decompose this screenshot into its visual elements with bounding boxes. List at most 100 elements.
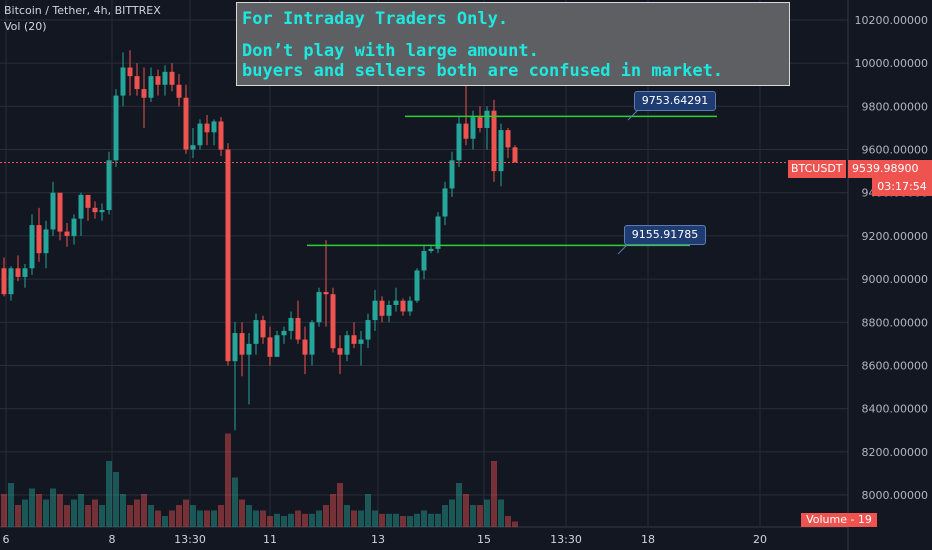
candle-body bbox=[8, 268, 14, 295]
price-tick-label: 8400.00000 bbox=[862, 403, 928, 416]
volume-bar bbox=[134, 499, 140, 527]
candle-body bbox=[358, 339, 364, 344]
volume-bar bbox=[15, 505, 21, 527]
volume-indicator-label: Vol (20) bbox=[4, 20, 47, 33]
volume-bar bbox=[169, 510, 175, 527]
note-line-3: buyers and sellers both are confused in … bbox=[242, 61, 724, 81]
text-note-box[interactable]: For Intraday Traders Only. Don’t play wi… bbox=[236, 2, 790, 86]
time-tick-label: 13:30 bbox=[174, 533, 206, 546]
volume-bar bbox=[435, 513, 441, 527]
volume-bar bbox=[358, 510, 364, 527]
candle-body bbox=[71, 218, 77, 236]
volume-bar bbox=[155, 510, 161, 527]
candle-body bbox=[176, 84, 182, 98]
candle-body bbox=[225, 149, 231, 362]
volume-bar bbox=[267, 516, 273, 527]
candle-body bbox=[302, 339, 308, 355]
volume-bar bbox=[246, 505, 252, 527]
volume-bar bbox=[239, 499, 245, 527]
candle-body bbox=[246, 343, 252, 355]
candle-body bbox=[155, 76, 161, 85]
candle-body bbox=[498, 130, 504, 172]
volume-bar bbox=[379, 513, 385, 527]
candle-body bbox=[43, 229, 49, 254]
candle-body bbox=[428, 248, 434, 252]
candle-body bbox=[204, 123, 210, 133]
candle-body bbox=[288, 317, 294, 331]
candle-body bbox=[400, 300, 406, 312]
volume-bar bbox=[295, 510, 301, 527]
candle-body bbox=[183, 97, 189, 150]
candle-body bbox=[316, 292, 322, 323]
candle-body bbox=[365, 320, 371, 340]
volume-bar bbox=[400, 516, 406, 527]
candle-body bbox=[477, 117, 483, 128]
candle-body bbox=[323, 292, 329, 295]
volume-bar bbox=[183, 499, 189, 527]
candle-body bbox=[330, 294, 336, 349]
last-price-badge: 9539.98900 bbox=[848, 160, 932, 178]
volume-bar bbox=[442, 505, 448, 527]
candle-body bbox=[106, 160, 112, 210]
candle-body bbox=[1, 268, 7, 295]
volume-bar bbox=[351, 510, 357, 527]
candle-body bbox=[449, 160, 455, 189]
candle-body bbox=[218, 121, 224, 150]
candle-body bbox=[414, 270, 420, 301]
price-tick-label: 10200.00000 bbox=[855, 14, 928, 27]
volume-bar bbox=[197, 510, 203, 527]
symbol-price-tag: BTCUSDT bbox=[788, 160, 846, 178]
candle-body bbox=[344, 335, 350, 355]
candle-body bbox=[372, 300, 378, 321]
candle-body bbox=[190, 145, 196, 150]
volume-bar bbox=[36, 494, 42, 527]
volume-bar bbox=[120, 494, 126, 527]
candle-body bbox=[470, 117, 476, 139]
candle-body bbox=[274, 335, 280, 357]
volume-bar bbox=[225, 433, 231, 527]
candle-body bbox=[512, 147, 518, 163]
time-tick-label: 20 bbox=[753, 533, 767, 546]
candle-body bbox=[148, 76, 154, 98]
lower-price-label[interactable]: 9155.91785 bbox=[624, 225, 706, 245]
volume-bar bbox=[253, 510, 259, 527]
volume-bar bbox=[323, 505, 329, 527]
candle-body bbox=[50, 192, 56, 230]
candle-body bbox=[253, 320, 259, 344]
volume-bar bbox=[78, 494, 84, 527]
candle-body bbox=[295, 317, 301, 340]
candle-body bbox=[36, 225, 42, 254]
volume-bar bbox=[344, 505, 350, 527]
volume-bar bbox=[449, 499, 455, 527]
volume-bar bbox=[8, 483, 14, 527]
volume-bar bbox=[260, 510, 266, 527]
time-tick-label: 15 bbox=[477, 533, 491, 546]
candle-body bbox=[134, 76, 140, 90]
volume-bar bbox=[484, 499, 490, 527]
volume-bar bbox=[330, 494, 336, 527]
candle-body bbox=[393, 300, 399, 305]
candle-body bbox=[15, 268, 21, 277]
time-tick-label: 13:30 bbox=[550, 533, 582, 546]
volume-bar bbox=[29, 488, 35, 527]
candle-body bbox=[99, 210, 105, 213]
candle-body bbox=[442, 188, 448, 217]
volume-bar bbox=[365, 494, 371, 527]
candle-body bbox=[78, 194, 84, 219]
candle-body bbox=[337, 348, 343, 355]
volume-bar bbox=[141, 494, 147, 527]
volume-bar bbox=[127, 505, 133, 527]
volume-bar bbox=[309, 513, 315, 527]
volume-bar bbox=[113, 472, 119, 527]
upper-price-label[interactable]: 9753.64291 bbox=[634, 91, 716, 111]
volume-bar bbox=[148, 505, 154, 527]
volume-bar bbox=[491, 461, 497, 527]
volume-bar bbox=[190, 505, 196, 527]
volume-bar bbox=[92, 499, 98, 527]
time-tick-label: 13 bbox=[371, 533, 385, 546]
note-line-1: For Intraday Traders Only. bbox=[242, 9, 509, 29]
volume-bar bbox=[386, 513, 392, 527]
candle-body bbox=[407, 300, 413, 312]
candle-body bbox=[141, 89, 147, 98]
candle-body bbox=[120, 67, 126, 96]
